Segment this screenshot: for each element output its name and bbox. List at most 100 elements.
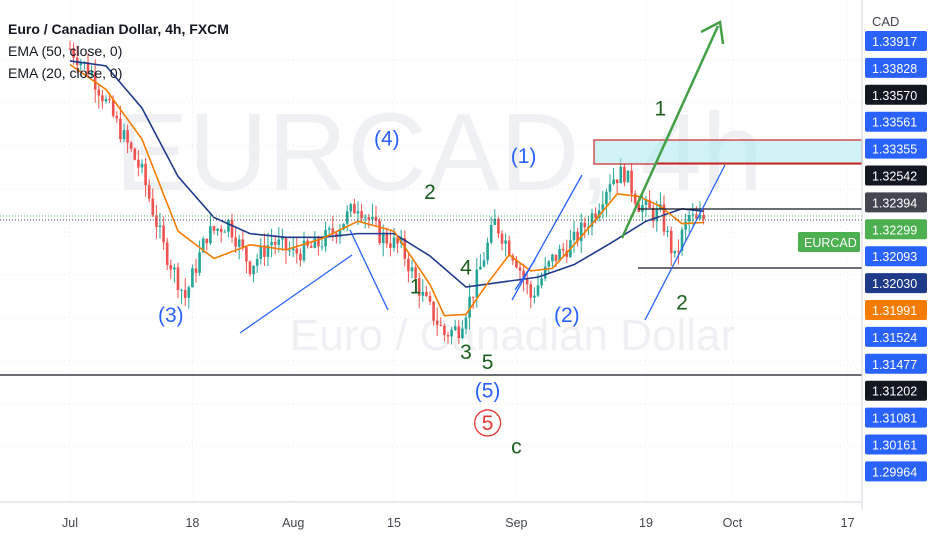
symbol-badge-label: EURCAD bbox=[804, 236, 857, 250]
candle-body bbox=[270, 241, 273, 246]
candle-body bbox=[644, 199, 648, 206]
candle-body bbox=[414, 267, 417, 279]
candle-body bbox=[489, 224, 493, 243]
candle-body bbox=[122, 130, 126, 140]
candle-body bbox=[180, 289, 183, 291]
candle-body bbox=[396, 237, 399, 244]
candle-body bbox=[507, 240, 511, 256]
price-label: 1.31081 bbox=[872, 412, 917, 426]
candle-body bbox=[277, 239, 281, 245]
candle-body bbox=[158, 225, 162, 228]
candle-body bbox=[450, 329, 453, 337]
candle-body bbox=[183, 289, 187, 298]
candle-body bbox=[547, 261, 551, 267]
candle-body bbox=[101, 95, 104, 102]
candle-body bbox=[151, 198, 155, 216]
candle-body bbox=[144, 163, 147, 186]
candle-body bbox=[655, 208, 659, 222]
candle-body bbox=[633, 193, 637, 204]
candle-body bbox=[479, 266, 482, 270]
candle-body bbox=[187, 287, 191, 298]
candle-body bbox=[432, 301, 435, 321]
candle-body bbox=[475, 269, 479, 298]
price-label: 1.32093 bbox=[872, 250, 917, 264]
candle-body bbox=[605, 191, 608, 205]
candle-body bbox=[500, 233, 504, 244]
candle-body bbox=[554, 254, 558, 261]
candle-body bbox=[666, 230, 669, 232]
price-label-box bbox=[865, 353, 927, 374]
candle-body bbox=[331, 228, 335, 234]
wave-label: c bbox=[511, 436, 522, 459]
candle-body bbox=[695, 214, 698, 219]
price-label-box bbox=[865, 434, 927, 455]
candle-body bbox=[669, 230, 673, 254]
price-label: 1.33828 bbox=[872, 62, 917, 76]
wave-label: 2 bbox=[424, 181, 436, 204]
wave-label: 2 bbox=[676, 291, 688, 314]
candle-body bbox=[302, 240, 306, 261]
candle-body bbox=[680, 229, 684, 251]
candle-body bbox=[677, 250, 680, 252]
indicator-ema-20-label: EMA (20, close, 0) bbox=[8, 65, 123, 81]
candle-body bbox=[241, 239, 245, 248]
candle-body bbox=[147, 185, 151, 199]
ema-50-line bbox=[69, 60, 704, 288]
candle-body bbox=[417, 278, 421, 296]
price-label-box bbox=[865, 31, 927, 51]
price-label: 1.33561 bbox=[872, 116, 917, 130]
candle-body bbox=[299, 253, 302, 261]
chart-legend: Euro / Canadian Dollar, 4h, FXCM EMA (50… bbox=[8, 18, 229, 84]
projection-arrowhead bbox=[700, 20, 725, 45]
candle-body bbox=[173, 267, 176, 270]
projection-arrow bbox=[620, 25, 720, 239]
candle-body bbox=[461, 328, 464, 338]
candle-body bbox=[349, 204, 353, 212]
candle-body bbox=[504, 240, 507, 244]
candle-body bbox=[327, 228, 331, 230]
candle-body bbox=[684, 221, 687, 230]
candle-body bbox=[493, 218, 497, 225]
candle-body bbox=[191, 268, 194, 288]
candle-body bbox=[353, 204, 356, 214]
candle-body bbox=[356, 211, 360, 214]
candle-body bbox=[165, 242, 169, 266]
wave-label: 4 bbox=[460, 257, 472, 280]
time-axis-label: 19 bbox=[639, 516, 653, 530]
candle-body bbox=[439, 324, 443, 326]
wave-label: (2) bbox=[554, 304, 580, 327]
candle-body bbox=[381, 232, 385, 244]
candle-body bbox=[551, 254, 554, 262]
trend-line bbox=[514, 259, 536, 291]
candle-body bbox=[486, 242, 489, 261]
candle-body bbox=[515, 260, 518, 268]
time-axis-label: Oct bbox=[723, 516, 743, 530]
candle-body bbox=[90, 72, 93, 75]
candle-body bbox=[363, 217, 367, 219]
candle-body bbox=[259, 245, 263, 259]
price-label: 1.32299 bbox=[872, 223, 917, 237]
time-axis-label: 15 bbox=[387, 516, 401, 530]
price-label: 1.31524 bbox=[872, 331, 917, 345]
candle-body bbox=[497, 218, 500, 234]
time-axis-label: Aug bbox=[282, 516, 304, 530]
candle-body bbox=[378, 220, 381, 244]
candle-body bbox=[389, 243, 392, 248]
candle-body bbox=[108, 98, 111, 100]
candle-body bbox=[245, 247, 248, 262]
candle-body bbox=[608, 184, 612, 192]
candle-body bbox=[471, 296, 475, 298]
candle-body bbox=[317, 238, 320, 247]
candle-body bbox=[86, 61, 90, 75]
price-label-box bbox=[865, 273, 927, 294]
wave-label: 1 bbox=[410, 275, 422, 298]
price-label-box bbox=[865, 138, 927, 159]
candle-body bbox=[137, 159, 140, 168]
candle-body bbox=[212, 226, 216, 231]
candle-body bbox=[630, 170, 633, 194]
candle-body bbox=[104, 98, 108, 102]
candle-body bbox=[392, 237, 396, 248]
candle-body bbox=[230, 219, 234, 238]
chart-title: Euro / Canadian Dollar, 4h, FXCM bbox=[8, 21, 229, 37]
